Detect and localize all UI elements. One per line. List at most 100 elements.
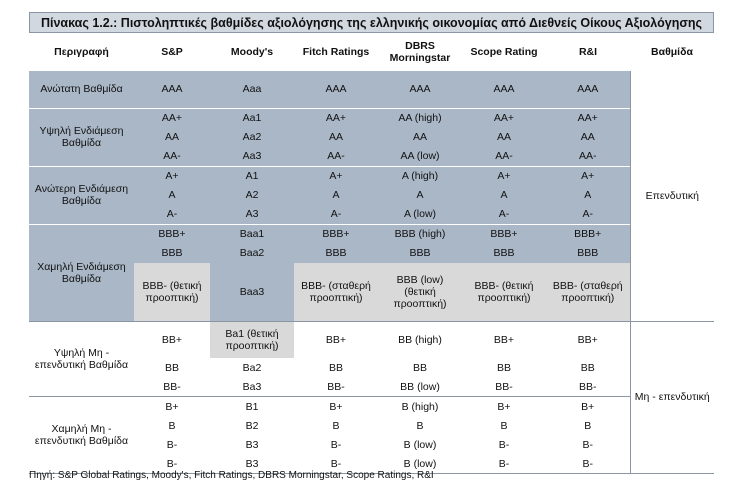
rating-cell: B- [462, 454, 546, 474]
rating-cell: A+ [462, 165, 546, 186]
rating-cell-outlook: BBB- (σταθερή προοπτική) [546, 262, 630, 321]
group-desc: Χαμηλή Μη - επενδυτική Βαθμίδα [29, 396, 134, 474]
rating-cell: B3 [210, 454, 294, 474]
rating-cell: A [134, 185, 210, 205]
rating-cell: AA+ [134, 107, 210, 128]
rating-cell: B- [546, 435, 630, 454]
rating-cell: A- [134, 204, 210, 224]
rating-cell: A- [462, 204, 546, 224]
rating-cell: B [294, 416, 378, 435]
table-row: Χαμηλή Μη - επενδυτική Βαθμίδα B+ B1 B+ … [29, 396, 714, 474]
rating-cell: AA [546, 127, 630, 147]
rating-cell: Aa2 [210, 127, 294, 147]
rating-cell: BB+ [462, 320, 546, 358]
header-desc: Περιγραφή [29, 33, 134, 71]
rating-cell: BB+ [294, 320, 378, 358]
rating-cell: BBB [294, 243, 378, 263]
rating-cell: B- [134, 435, 210, 454]
table-row: AA Aa2 AA AA AA AA [29, 127, 714, 147]
table-title: Πίνακας 1.2.: Πιστοληπτικές βαθμίδες αξι… [29, 12, 714, 33]
rating-cell: A+ [546, 165, 630, 186]
rating-cell: B- [462, 435, 546, 454]
rating-cell: B- [134, 454, 210, 474]
rating-cell: Aaa [210, 71, 294, 108]
rating-cell: BB- [462, 377, 546, 397]
table-row: B- B3 B- B (low) B- B- [29, 435, 714, 454]
rating-cell: B+ [134, 396, 210, 416]
rating-cell: B (low) [378, 435, 462, 454]
rating-cell: BBB [378, 243, 462, 263]
table-row: A A2 A A A A [29, 185, 714, 205]
rating-cell: AA+ [462, 107, 546, 128]
rating-cell-outlook: BBB (low) (θετική προοπτική) [378, 262, 462, 321]
rating-cell: B (low) [378, 454, 462, 474]
rating-cell: A [378, 185, 462, 205]
rating-cell: BB+ [546, 320, 630, 358]
rating-cell: Baa2 [210, 243, 294, 263]
rating-cell: B [134, 416, 210, 435]
rating-cell-outlook: BBB- (θετική προοπτική) [462, 262, 546, 321]
rating-cell: B- [294, 435, 378, 454]
rating-cell: BB [462, 358, 546, 377]
rating-cell-outlook: BBB- (θετική προοπτική) [134, 262, 210, 321]
table-row: BBB Baa2 BBB BBB BBB BBB [29, 243, 714, 263]
rating-cell: BBB+ [462, 223, 546, 244]
group-desc: Χαμηλή Ενδιάμεση Βαθμίδα [29, 223, 134, 321]
rating-cell: AA- [294, 146, 378, 166]
rating-cell: AA [134, 127, 210, 147]
group-desc: Υψηλή Μη - επενδυτική Βαθμίδα [29, 320, 134, 397]
rating-cell: A3 [210, 204, 294, 224]
table-row: AA- Aa3 AA- AA (low) AA- AA- [29, 146, 714, 166]
rating-cell: BBB+ [546, 223, 630, 244]
rating-cell: A [462, 185, 546, 205]
source-note: Πηγή: S&P Global Ratings, Moody's, Fitch… [29, 470, 434, 481]
rating-cell: Baa1 [210, 223, 294, 244]
rating-cell: Baa3 [210, 262, 294, 321]
rating-cell: BB- [546, 377, 630, 397]
table-row: Ανώτατη Βαθμίδα AAA Aaa AAA AAA AAA AAA … [29, 71, 714, 321]
rating-cell: BB+ [134, 320, 210, 358]
header-dbrs: DBRS Morningstar [378, 33, 462, 71]
rating-cell: AA [294, 127, 378, 147]
rating-cell: BB (low) [378, 377, 462, 397]
rating-cell-outlook: Ba1 (θετική προοπτική) [210, 320, 294, 358]
rating-cell: BBB+ [134, 223, 210, 244]
rating-cell: Ba3 [210, 377, 294, 397]
rating-cell: B+ [546, 396, 630, 416]
table-row: Υψηλή Ενδιάμεση Βαθμίδα AA+ Aa1 AA+ AA (… [29, 107, 714, 166]
rating-cell: B3 [210, 435, 294, 454]
rating-cell: Aa3 [210, 146, 294, 166]
rating-cell: B (high) [378, 396, 462, 416]
rating-cell: A- [294, 204, 378, 224]
rating-cell: Ba2 [210, 358, 294, 377]
category-non-investment: Μη - επενδυτική [629, 320, 714, 474]
header-row: Περιγραφή S&P Moody's Fitch Ratings DBRS… [29, 33, 714, 71]
rating-cell: AA (high) [378, 107, 462, 128]
rating-cell: AA+ [546, 107, 630, 128]
rating-cell: BB [546, 358, 630, 377]
rating-cell: A1 [210, 165, 294, 186]
rating-cell: AAA [546, 71, 630, 108]
rating-cell: B [546, 416, 630, 435]
rating-cell: A+ [134, 165, 210, 186]
rating-cell: A+ [294, 165, 378, 186]
rating-cell: AA (low) [378, 146, 462, 166]
rating-cell: AAA [378, 71, 462, 108]
table-row: Ανώτερη Ενδιάμεση Βαθμίδα A+ A1 A+ A (hi… [29, 165, 714, 224]
rating-cell: BBB [546, 243, 630, 263]
table-row: A- A3 A- A (low) A- A- [29, 204, 714, 224]
rating-cell: AA- [134, 146, 210, 166]
group-desc: Ανώτατη Βαθμίδα [29, 71, 134, 108]
rating-cell: Aa1 [210, 107, 294, 128]
table-row: B B2 B B B B [29, 416, 714, 435]
table-row: B- B3 B- B (low) B- B- [29, 454, 714, 474]
group-desc: Ανώτερη Ενδιάμεση Βαθμίδα [29, 165, 134, 224]
table-row: Υψηλή Μη - επενδυτική Βαθμίδα BB+ Ba1 (θ… [29, 320, 714, 474]
rating-cell: AAA [294, 71, 378, 108]
header-moodys: Moody's [210, 33, 294, 71]
rating-cell: B- [546, 454, 630, 474]
rating-cell: B+ [294, 396, 378, 416]
header-scope: Scope Rating [462, 33, 546, 71]
rating-cell: BB- [134, 377, 210, 397]
rating-cell: A2 [210, 185, 294, 205]
